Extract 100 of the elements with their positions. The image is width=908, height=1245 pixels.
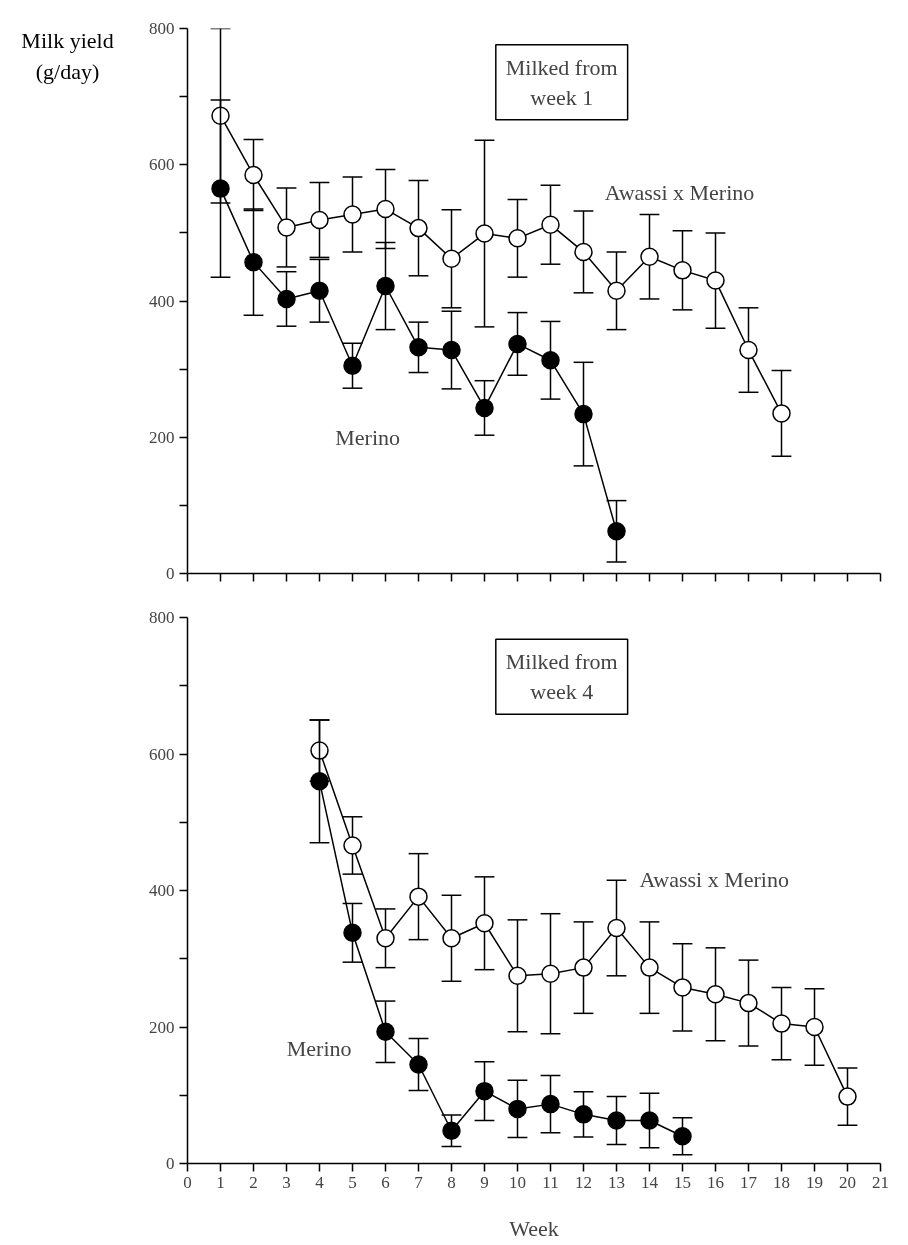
point <box>277 289 296 309</box>
x-tick-label: 7 <box>414 1172 424 1192</box>
point <box>277 218 296 237</box>
point <box>475 1081 494 1101</box>
point <box>640 247 659 266</box>
y-tick-label: 0 <box>166 564 175 583</box>
point <box>739 993 758 1013</box>
point <box>574 958 593 977</box>
y-tick-label: 400 <box>149 881 175 900</box>
point <box>475 224 494 243</box>
x-tick-label: 3 <box>282 1172 291 1192</box>
point <box>541 1094 560 1114</box>
point <box>706 985 725 1004</box>
point <box>310 281 329 301</box>
x-tick-label: 12 <box>575 1172 592 1192</box>
point <box>310 772 329 791</box>
point <box>211 106 230 125</box>
x-tick-label: 5 <box>348 1172 357 1192</box>
point <box>244 252 263 272</box>
point <box>310 741 329 760</box>
y-tick-label: 800 <box>149 608 175 627</box>
x-tick-label: 14 <box>641 1172 659 1192</box>
x-tick-label: 2 <box>249 1172 258 1192</box>
point <box>508 334 527 354</box>
point <box>310 210 329 230</box>
x-tick-label: 20 <box>839 1172 856 1192</box>
point <box>607 918 626 938</box>
x-tick-label: 8 <box>447 1172 456 1192</box>
point <box>409 1055 428 1074</box>
point <box>343 836 362 855</box>
x-tick-label: 16 <box>707 1172 724 1192</box>
point <box>541 351 560 370</box>
point <box>409 218 428 238</box>
series-label: Merino <box>286 1036 352 1062</box>
point <box>343 923 362 943</box>
x-tick-label: 9 <box>480 1172 489 1192</box>
point <box>607 281 626 301</box>
point <box>706 271 725 290</box>
text: Merino <box>335 424 401 450</box>
point <box>244 165 263 185</box>
y-axis-title: Milk yield (g/day) <box>21 27 114 87</box>
point <box>409 887 428 906</box>
point <box>343 356 362 375</box>
point <box>739 340 758 360</box>
x-tick-label: 0 <box>183 1172 192 1192</box>
x-tick-label: 15 <box>674 1172 691 1192</box>
series-label: Awassi x Merino <box>639 867 789 893</box>
y-tick-label: 0 <box>166 1154 175 1173</box>
point <box>376 199 395 219</box>
y-tick-label: 600 <box>149 155 175 175</box>
y-tick-label: 200 <box>149 427 175 447</box>
annotation: Milked from week 1 <box>505 54 618 110</box>
point <box>211 179 230 198</box>
x-tick-label: 13 <box>608 1172 625 1192</box>
point <box>508 1099 527 1119</box>
x-tick-label: 17 <box>740 1172 758 1192</box>
point <box>607 1111 626 1130</box>
point <box>805 1017 824 1037</box>
point <box>772 1014 791 1033</box>
point <box>640 1111 659 1130</box>
point <box>475 398 494 418</box>
point <box>640 958 659 977</box>
point <box>673 978 692 997</box>
x-tick-label: 10 <box>509 1172 526 1192</box>
point <box>442 929 461 948</box>
series-label: Awassi x Merino <box>604 179 755 205</box>
x-axis-title: Week <box>509 1215 559 1241</box>
x-tick-label: 4 <box>315 1172 325 1192</box>
x-tick-label: 21 <box>872 1172 889 1192</box>
y-tick-label: 200 <box>149 1017 175 1037</box>
point <box>508 229 527 248</box>
point <box>673 1126 692 1146</box>
point <box>541 964 560 983</box>
point <box>673 261 692 280</box>
x-tick-label: 18 <box>773 1172 790 1192</box>
point <box>574 242 593 262</box>
point <box>376 1022 395 1042</box>
point <box>838 1087 857 1106</box>
y-tick-label: 800 <box>149 19 175 38</box>
point <box>442 1121 461 1140</box>
point <box>574 1105 593 1124</box>
x-tick-label: 1 <box>216 1172 225 1192</box>
point <box>376 276 395 296</box>
point <box>343 205 362 224</box>
point <box>442 340 461 360</box>
y-tick-label: 400 <box>149 291 175 311</box>
point <box>409 338 428 357</box>
x-tick-label: 6 <box>381 1172 390 1192</box>
x-tick-label: 11 <box>542 1172 559 1192</box>
point <box>541 215 560 234</box>
point <box>376 929 395 948</box>
y-tick-label: 600 <box>149 744 175 764</box>
point <box>574 404 593 424</box>
point <box>508 966 527 986</box>
point <box>772 404 791 423</box>
point <box>607 522 626 541</box>
point <box>442 249 461 268</box>
x-tick-label: 19 <box>806 1172 823 1192</box>
annotation: Milked from week 4 <box>505 649 618 705</box>
point <box>475 914 494 933</box>
